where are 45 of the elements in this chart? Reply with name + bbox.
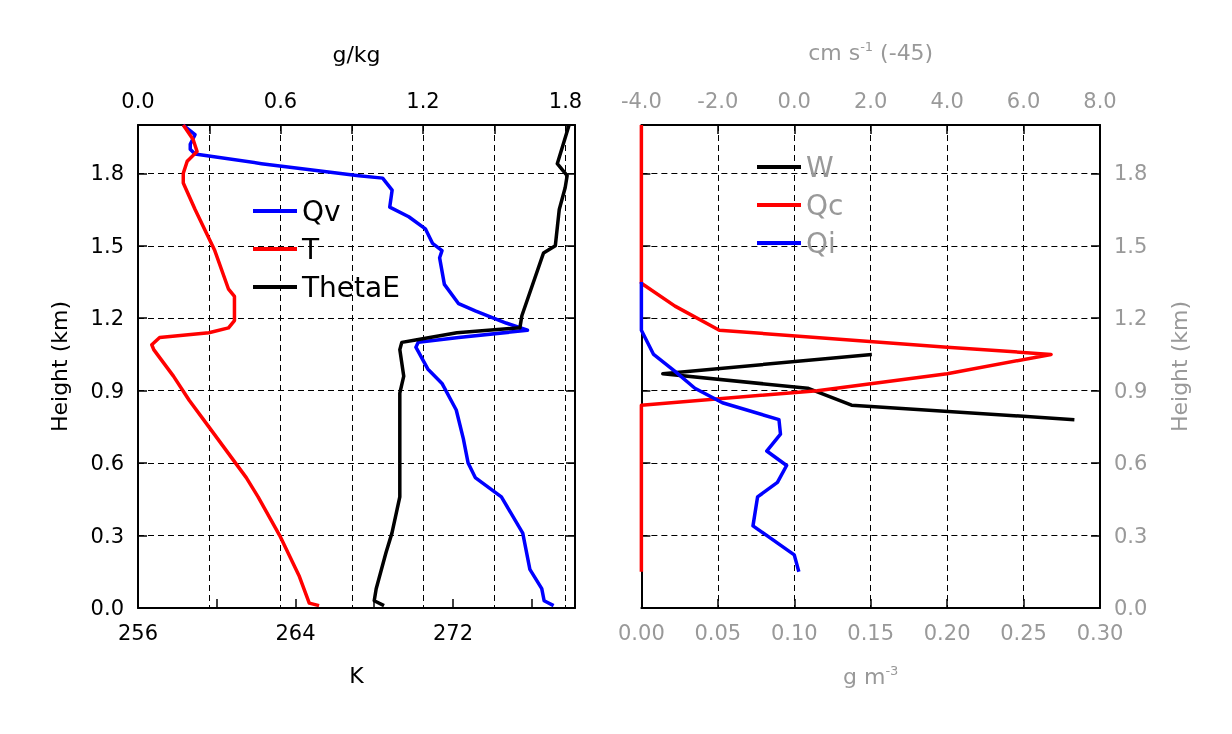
x-tick-label: 272	[432, 620, 473, 645]
x-tick-label: 0.20	[923, 620, 971, 645]
x-tick-label: 0.05	[694, 620, 742, 645]
y-tick-label: 1.8	[1114, 161, 1148, 186]
y-tick-label: 1.2	[90, 306, 124, 331]
y-tick-label: 1.5	[1114, 233, 1148, 258]
y-tick-label: 0.0	[1114, 596, 1148, 620]
x2-tick-label: -4.0	[620, 88, 662, 113]
legend-label: Qv	[302, 194, 341, 228]
y-tick-label: 0.3	[90, 523, 124, 548]
y-tick-label: 1.5	[90, 233, 124, 258]
x2-tick-label: -2.0	[697, 88, 739, 113]
x2-tick-label: 6.0	[1006, 88, 1041, 113]
x2-tick-label: 4.0	[930, 88, 964, 113]
y-tick-label: 0.6	[1114, 451, 1148, 476]
x-tick-label: 0.00	[618, 620, 665, 645]
x-axis-title: K	[349, 662, 365, 688]
y-tick-label: 0.3	[1114, 523, 1148, 548]
line-series	[639, 123, 1053, 574]
line-series	[639, 280, 801, 574]
x2-tick-label: 1.8	[548, 88, 583, 113]
x2-tick-label: 0.6	[263, 88, 298, 113]
x2-tick-label: 0.0	[121, 88, 155, 113]
y-axis-title: Height (km)	[1166, 300, 1192, 433]
x-tick-label: 0.15	[847, 620, 895, 645]
y-tick-label: 0.0	[90, 596, 124, 620]
y-tick-label: 0.9	[1114, 378, 1148, 403]
legend-label: T	[301, 232, 320, 266]
y-tick-label: 1.2	[1114, 306, 1148, 331]
y-tick-label: 0.6	[90, 451, 124, 476]
legend-label: ThetaE	[301, 270, 400, 304]
x-tick-label: 0.30	[1076, 620, 1124, 645]
x-tick-label: 264	[275, 620, 316, 645]
x2-tick-label: 2.0	[853, 88, 888, 113]
y-tick-label: 0.9	[90, 378, 124, 403]
y-tick-label: 1.8	[90, 161, 124, 186]
x2-axis-title: g/kg	[332, 41, 381, 67]
y-axis-title: Height (km)	[46, 300, 72, 433]
x2-tick-label: 8.0	[1083, 88, 1117, 113]
x2-tick-label: 0.0	[777, 88, 811, 113]
x-tick-label: 0.25	[1000, 620, 1047, 645]
legend-label: Qc	[806, 188, 844, 222]
x-tick-label: 0.10	[770, 620, 818, 645]
x-tick-label: 256	[117, 620, 159, 645]
x2-tick-label: 1.2	[406, 88, 440, 113]
